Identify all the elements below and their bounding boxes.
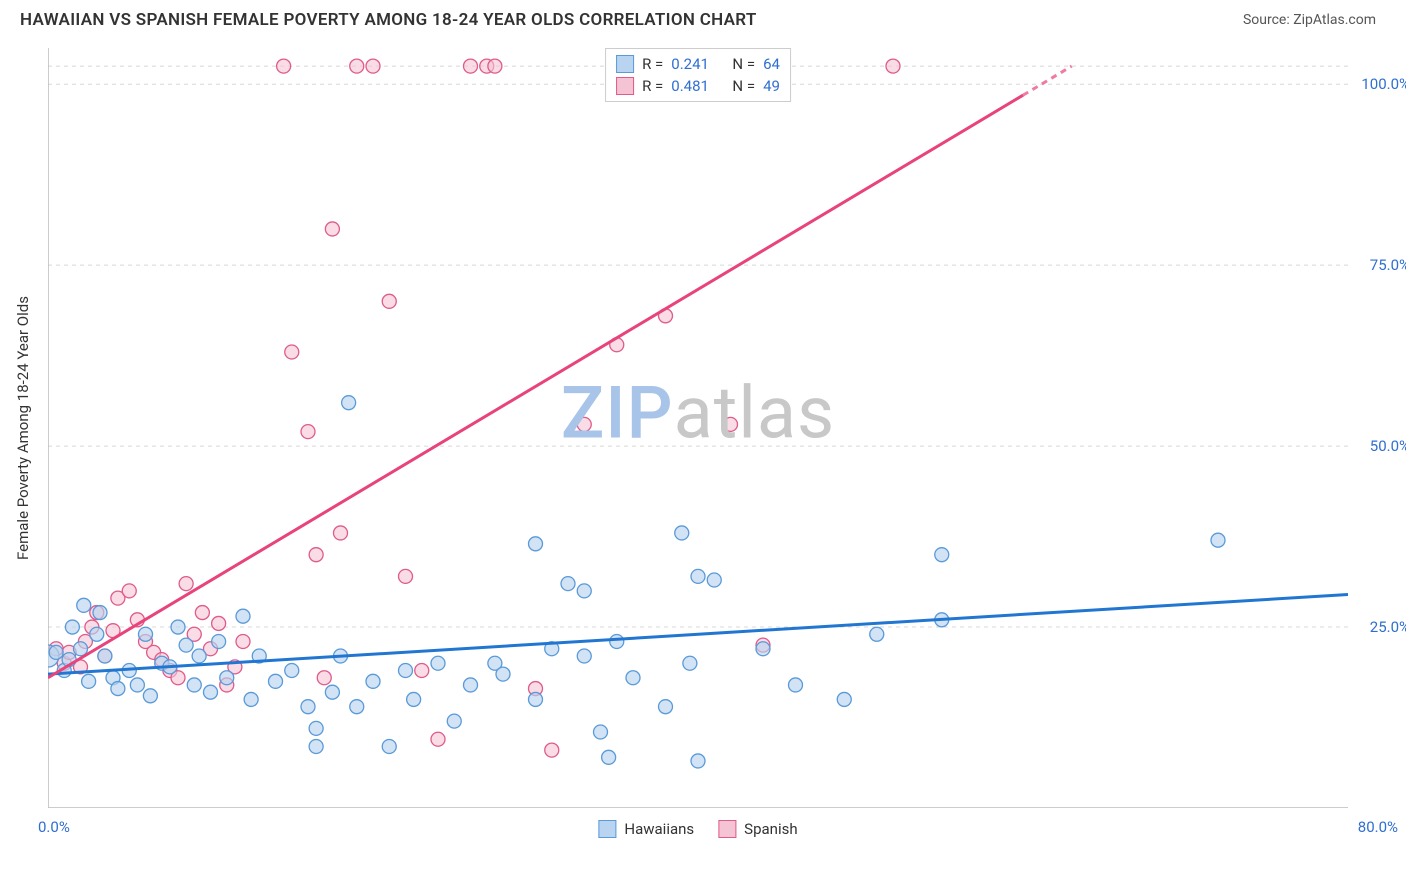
chart-source: Source: ZipAtlas.com — [1243, 12, 1376, 28]
legend-label: Spanish — [744, 820, 797, 838]
correlation-legend: R = 0.241 N = 64 R = 0.481 N = 49 — [605, 48, 791, 102]
chart-header: HAWAIIAN VS SPANISH FEMALE POVERTY AMONG… — [0, 0, 1406, 38]
y-tick-label: 75.0% — [1370, 256, 1406, 274]
y-axis-label: Female Poverty Among 18-24 Year Olds — [14, 296, 32, 560]
y-tick-label: 50.0% — [1370, 437, 1406, 455]
legend-item-spanish: Spanish — [718, 820, 797, 838]
x-axis-min-label: 0.0% — [38, 818, 70, 836]
y-tick-label: 25.0% — [1370, 618, 1406, 636]
chart-title: HAWAIIAN VS SPANISH FEMALE POVERTY AMONG… — [20, 10, 757, 30]
legend-row-spanish: R = 0.481 N = 49 — [616, 75, 780, 97]
legend-label: Hawaiians — [624, 820, 694, 838]
chart-area: Female Poverty Among 18-24 Year Olds ZIP… — [48, 48, 1348, 808]
swatch-icon — [598, 820, 616, 838]
x-axis-max-label: 80.0% — [1358, 818, 1398, 836]
legend-row-hawaiians: R = 0.241 N = 64 — [616, 53, 780, 75]
swatch-hawaiians — [616, 55, 634, 73]
swatch-spanish — [616, 77, 634, 95]
series-legend: Hawaiians Spanish — [598, 820, 797, 838]
y-tick-label: 100.0% — [1361, 75, 1406, 93]
swatch-icon — [718, 820, 736, 838]
scatter-plot — [48, 48, 1348, 808]
legend-item-hawaiians: Hawaiians — [598, 820, 694, 838]
